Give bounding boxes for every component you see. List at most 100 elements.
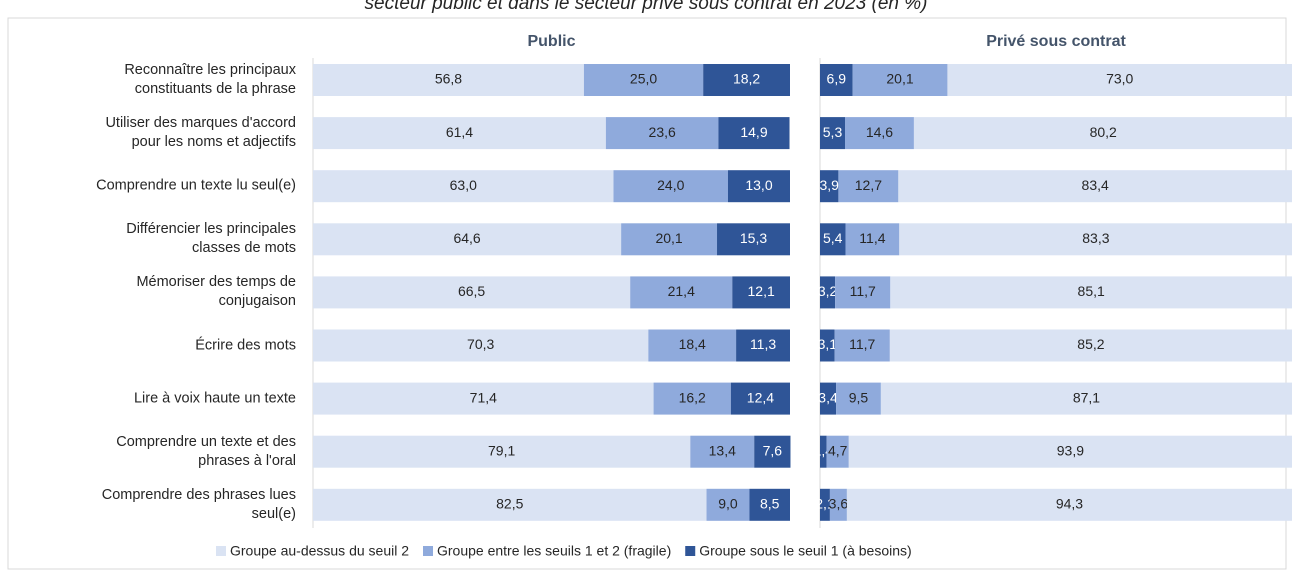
bar-segment (820, 64, 853, 96)
value-label: 11,7 (849, 336, 875, 352)
value-label: 3,4 (818, 389, 838, 405)
value-label: 11,7 (850, 283, 876, 299)
category-label: Comprendre un texte et des phrases à l'o… (116, 433, 296, 469)
value-label: 12,7 (855, 177, 882, 193)
bar-segment (846, 488, 1292, 521)
value-label: 24,0 (657, 177, 684, 193)
bar-segment (820, 382, 837, 415)
bar-segment (899, 223, 1292, 256)
bar-segment (834, 329, 890, 362)
value-label: 14,9 (740, 124, 767, 140)
value-label: 85,1 (1078, 283, 1105, 299)
legend-swatch (216, 546, 226, 556)
bar-segment (703, 64, 790, 96)
value-label: 5,3 (823, 124, 843, 140)
value-label: 85,2 (1077, 336, 1104, 352)
bar-segment (829, 488, 847, 521)
value-label: 87,1 (1073, 389, 1100, 405)
bar-segment (826, 435, 849, 468)
legend-label: Groupe au-dessus du seuil 2 (230, 543, 409, 559)
bar-segment (583, 64, 704, 96)
value-label: 82,5 (496, 496, 523, 512)
value-label: 14,6 (866, 124, 893, 140)
bar-segment (630, 276, 733, 309)
value-label: 9,0 (718, 496, 738, 512)
bar-segment (313, 329, 649, 362)
legend-label: Groupe entre les seuils 1 et 2 (fragile) (437, 543, 671, 559)
value-label: 15,3 (740, 230, 767, 246)
bar-segment (820, 170, 839, 203)
value-label: 64,6 (453, 230, 480, 246)
value-label: 16,2 (679, 389, 706, 405)
value-label: 3,2 (818, 283, 838, 299)
bar-segment (313, 488, 707, 521)
value-label: 13,0 (745, 177, 772, 193)
legend-swatch (423, 546, 433, 556)
category-label: Mémoriser des temps de conjugaison (136, 274, 296, 310)
value-label: 6,9 (827, 71, 847, 87)
bar-segment (605, 117, 719, 150)
value-label: 13,4 (709, 442, 736, 458)
bar-segment (820, 329, 835, 362)
value-label: 66,5 (458, 283, 485, 299)
bar-segment (845, 117, 914, 150)
bar-segment (313, 117, 606, 150)
bar-segment (313, 170, 614, 203)
value-label: 11,3 (750, 336, 776, 352)
panel-title: Privé sous contrat (986, 33, 1126, 50)
bar-segment (313, 382, 654, 415)
value-label: 5,4 (823, 230, 843, 246)
bar-segment (898, 170, 1292, 203)
bar-segment (890, 276, 1292, 309)
bar-segment (749, 488, 790, 521)
bar-segment (820, 223, 846, 256)
value-label: 79,1 (488, 442, 515, 458)
category-label: Comprendre un texte lu seul(e) (96, 177, 296, 194)
value-label: 63,0 (450, 177, 477, 193)
bar-segment (313, 223, 622, 256)
category-label: Comprendre des phrases lues seul(e) (101, 486, 296, 522)
bar-segment (718, 117, 790, 150)
category-label: Lire à voix haute un texte (133, 390, 296, 407)
value-label: 56,8 (435, 71, 462, 87)
bar-segment (836, 382, 881, 415)
category-label: Utiliser des marques d'accord pour les n… (105, 115, 296, 151)
bar-segment (838, 170, 899, 203)
bar-segment (313, 435, 691, 468)
category-label: Différencier les principales classes de … (126, 221, 296, 257)
value-label: 61,4 (446, 124, 473, 140)
bar-segment (653, 382, 731, 415)
value-label: 7,6 (763, 442, 783, 458)
bar-segment (835, 276, 891, 309)
value-label: 4,7 (828, 442, 848, 458)
bar-segment (613, 170, 728, 203)
legend-label: Groupe sous le seuil 1 (à besoins) (699, 543, 911, 559)
value-label: 18,2 (733, 71, 760, 87)
value-label: 80,2 (1090, 124, 1117, 140)
bar-segment (690, 435, 755, 468)
value-label: 8,5 (760, 496, 780, 512)
value-label: 3,9 (819, 177, 839, 193)
bar-segment (820, 276, 836, 309)
value-label: 25,0 (630, 71, 657, 87)
bar-segment (913, 117, 1292, 150)
bar-segment (736, 329, 790, 362)
value-label: 3,6 (829, 496, 849, 512)
value-label: 20,1 (655, 230, 682, 246)
value-label: 94,3 (1056, 496, 1083, 512)
bar-segment (880, 382, 1292, 415)
value-label: 12,4 (747, 389, 774, 405)
value-label: 3,1 (818, 336, 838, 352)
bar-segment (852, 64, 948, 96)
value-label: 9,5 (849, 389, 869, 405)
bar-segment (845, 223, 900, 256)
bar-segment (820, 435, 827, 468)
value-label: 21,4 (668, 283, 695, 299)
value-label: 71,4 (470, 389, 497, 405)
value-label: 83,3 (1082, 230, 1109, 246)
legend-swatch (685, 546, 696, 556)
value-label: 93,9 (1057, 442, 1084, 458)
value-label: 11,4 (859, 230, 885, 246)
